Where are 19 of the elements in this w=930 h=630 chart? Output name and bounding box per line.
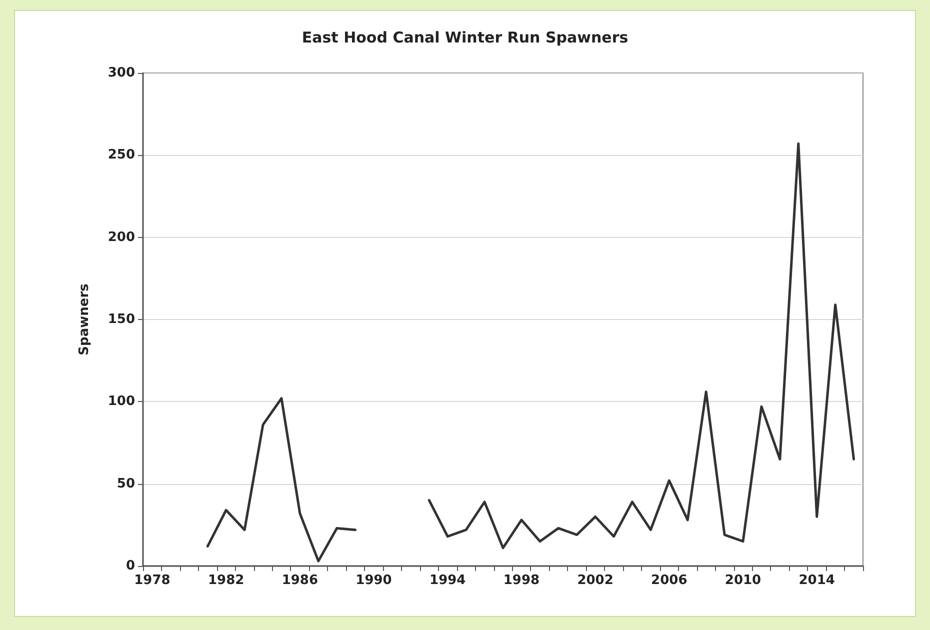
y-axis-title: Spawners (77, 283, 92, 356)
x-tick-label: 2002 (577, 573, 614, 588)
y-tick-label: 150 (108, 312, 135, 327)
chart-title: East Hood Canal Winter Run Spawners (302, 28, 628, 46)
x-tick-label: 1998 (503, 573, 540, 588)
y-tick-label: 200 (108, 230, 135, 245)
y-tick-label: 300 (108, 66, 135, 80)
x-tick-label: 1994 (430, 573, 466, 588)
y-tick-label: 0 (126, 558, 135, 574)
y-tick-label: 100 (108, 394, 135, 410)
x-tick-label: 2006 (651, 573, 688, 588)
x-tick-label: 2014 (798, 573, 835, 588)
y-tick-label: 250 (108, 148, 135, 163)
x-tick-label: 1990 (356, 573, 392, 588)
y-tick-label: 50 (116, 476, 135, 492)
x-tick-label: 1986 (282, 573, 318, 588)
x-tick-label: 2010 (724, 573, 762, 588)
x-tick-label: 1982 (208, 573, 244, 588)
x-tick-label: 1978 (134, 573, 170, 588)
